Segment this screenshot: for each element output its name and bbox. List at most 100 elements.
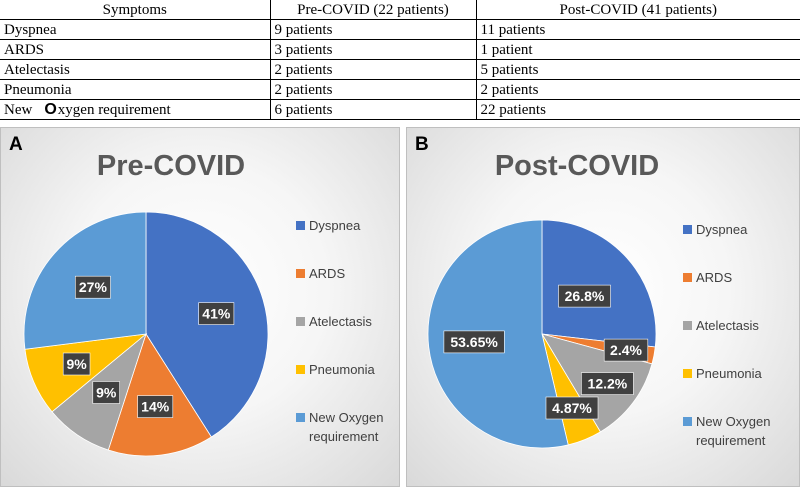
data-label-text: 9% <box>96 385 117 401</box>
data-label-pneumonia: 9% <box>62 352 91 376</box>
legend-label: Atelectasis <box>309 314 372 329</box>
data-label-text: 12.2% <box>588 376 628 392</box>
legend-swatch <box>296 413 305 422</box>
chart-panel-pre-covid: A Pre-COVID 41% 14% 9% 9% 27% Dyspnea ARDS A… <box>0 127 400 487</box>
pie-slice-dyspnea <box>541 219 657 348</box>
legend-label: Pneumonia <box>696 366 762 381</box>
legend-item-pneumonia: Pneumonia <box>296 360 399 379</box>
legend-swatch <box>296 221 305 230</box>
label-part-rest: xygen requirement <box>57 101 171 118</box>
data-label-atelectasis: 9% <box>92 381 120 404</box>
pie-chart-post-covid: 26.8% 2.4% 12.2% 4.87% 53.65% <box>427 219 657 449</box>
legend-swatch <box>683 417 692 426</box>
table-row: Atelectasis 2 patients 5 patients <box>0 59 800 80</box>
data-label-ards: 2.4% <box>603 338 649 362</box>
legend-label: ARDS <box>696 270 733 285</box>
label-part-o: O <box>44 100 57 118</box>
legend-item-ards: ARDS <box>683 268 793 287</box>
cell-post: 22 patients <box>475 99 800 120</box>
header-pre-covid: Pre-COVID (22 patients) <box>269 0 476 20</box>
cell-pre: 2 patients <box>269 59 476 80</box>
legend-label: New Oxygen requirement <box>309 410 384 444</box>
legend-item-atelectasis: Atelectasis <box>296 312 399 331</box>
legend-label: New Oxygen requirement <box>696 414 771 448</box>
data-label-box <box>198 302 235 325</box>
cell-symptom: Pneumonia <box>0 79 270 100</box>
table-row: Pneumonia 2 patients 2 patients <box>0 79 800 100</box>
data-label-box <box>581 372 634 395</box>
chart-title-pre-covid: Pre-COVID <box>96 150 246 182</box>
data-label-text: 27% <box>79 279 108 295</box>
data-label-box <box>137 395 174 418</box>
legend-swatch <box>683 225 692 234</box>
data-label-box <box>62 352 91 376</box>
data-label-box <box>75 275 111 299</box>
cell-post: 1 patient <box>475 39 800 60</box>
cell-pre: 2 patients <box>269 79 476 100</box>
data-label-box <box>443 330 505 354</box>
table-row: Dyspnea 9 patients 11 patients <box>0 19 800 40</box>
legend-item-dyspnea: Dyspnea <box>683 220 793 239</box>
cell-post: 2 patients <box>475 79 800 100</box>
legend-item-dyspnea: Dyspnea <box>296 216 399 235</box>
cell-symptom: Dyspnea <box>0 19 270 40</box>
pie-slices <box>23 211 269 457</box>
legend-swatch <box>683 321 692 330</box>
pie-slice-ards <box>107 333 212 457</box>
legend-label: Dyspnea <box>696 222 748 237</box>
data-label-text: 9% <box>66 356 87 372</box>
pie-data-labels: 41% 14% 9% 9% 27% <box>62 275 235 418</box>
data-label-box <box>603 338 649 362</box>
data-label-pneumonia: 4.87% <box>545 396 599 420</box>
data-label-text: 14% <box>141 399 170 415</box>
data-label-new-oxygen-requirement: 27% <box>75 275 111 299</box>
legend-swatch <box>296 317 305 326</box>
legend-label: Atelectasis <box>696 318 759 333</box>
cell-symptom: Atelectasis <box>0 59 270 80</box>
table-row: New Oxygen requirement 6 patients 22 pati… <box>0 99 800 120</box>
pie-chart-pre-covid: 41% 14% 9% 9% 27% <box>23 211 269 457</box>
data-label-dyspnea: 26.8% <box>558 284 611 308</box>
data-label-text: 4.87% <box>552 400 592 416</box>
data-label-dyspnea: 41% <box>198 302 235 325</box>
legend-swatch <box>296 269 305 278</box>
data-label-box <box>92 381 120 404</box>
cell-pre: 3 patients <box>269 39 476 60</box>
legend-label: Pneumonia <box>309 362 375 377</box>
data-label-box <box>545 396 599 420</box>
panel-letter-a: A <box>9 134 23 155</box>
legend-label: Dyspnea <box>309 218 361 233</box>
data-label-text: 53.65% <box>450 334 498 350</box>
cell-pre: 6 patients <box>269 99 476 120</box>
label-part-new: New <box>4 101 33 118</box>
header-symptoms: Symptoms <box>0 0 270 20</box>
symptoms-table: Symptoms Pre-COVID (22 patients) Post-CO… <box>0 0 800 120</box>
legend-swatch <box>683 273 692 282</box>
legend-item-ards: ARDS <box>296 264 399 283</box>
legend-item-atelectasis: Atelectasis <box>683 316 793 335</box>
legend-swatch <box>296 365 305 374</box>
legend-swatch <box>683 369 692 378</box>
pie-data-labels: 26.8% 2.4% 12.2% 4.87% 53.65% <box>443 284 649 420</box>
panel-letter-b: B <box>415 134 429 155</box>
data-label-ards: 14% <box>137 395 174 418</box>
legend-label: ARDS <box>309 266 346 281</box>
data-label-atelectasis: 12.2% <box>581 372 634 395</box>
chart-title-post-covid: Post-COVID <box>494 150 660 182</box>
cell-pre: 9 patients <box>269 19 476 40</box>
chart-panel-post-covid: B Post-COVID 26.8% 2.4% 12.2% 4.87% 53.65% D… <box>406 127 800 487</box>
data-label-text: 26.8% <box>565 288 605 304</box>
table-header-row: Symptoms Pre-COVID (22 patients) Post-CO… <box>0 0 800 20</box>
cell-post: 5 patients <box>475 59 800 80</box>
data-label-box <box>558 284 611 308</box>
data-label-text: 41% <box>202 306 231 322</box>
legend-item-new-oxygen: New Oxygen requirement <box>296 408 399 446</box>
cell-symptom: ARDS <box>0 39 270 60</box>
table-row: ARDS 3 patients 1 patient <box>0 39 800 60</box>
data-label-new-oxygen-requirement: 53.65% <box>443 330 505 354</box>
data-label-text: 2.4% <box>610 342 642 358</box>
cell-post: 11 patients <box>475 19 800 40</box>
legend-item-new-oxygen: New Oxygen requirement <box>683 412 793 450</box>
legend-item-pneumonia: Pneumonia <box>683 364 793 383</box>
header-post-covid: Post-COVID (41 patients) <box>475 0 800 20</box>
